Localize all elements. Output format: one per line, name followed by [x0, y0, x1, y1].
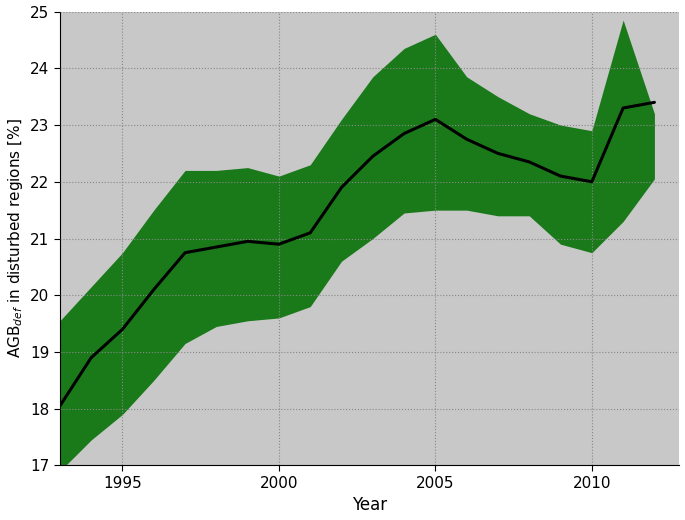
X-axis label: Year: Year — [352, 497, 387, 514]
Y-axis label: AGB$_{def}$ in disturbed regions [%]: AGB$_{def}$ in disturbed regions [%] — [5, 119, 25, 358]
